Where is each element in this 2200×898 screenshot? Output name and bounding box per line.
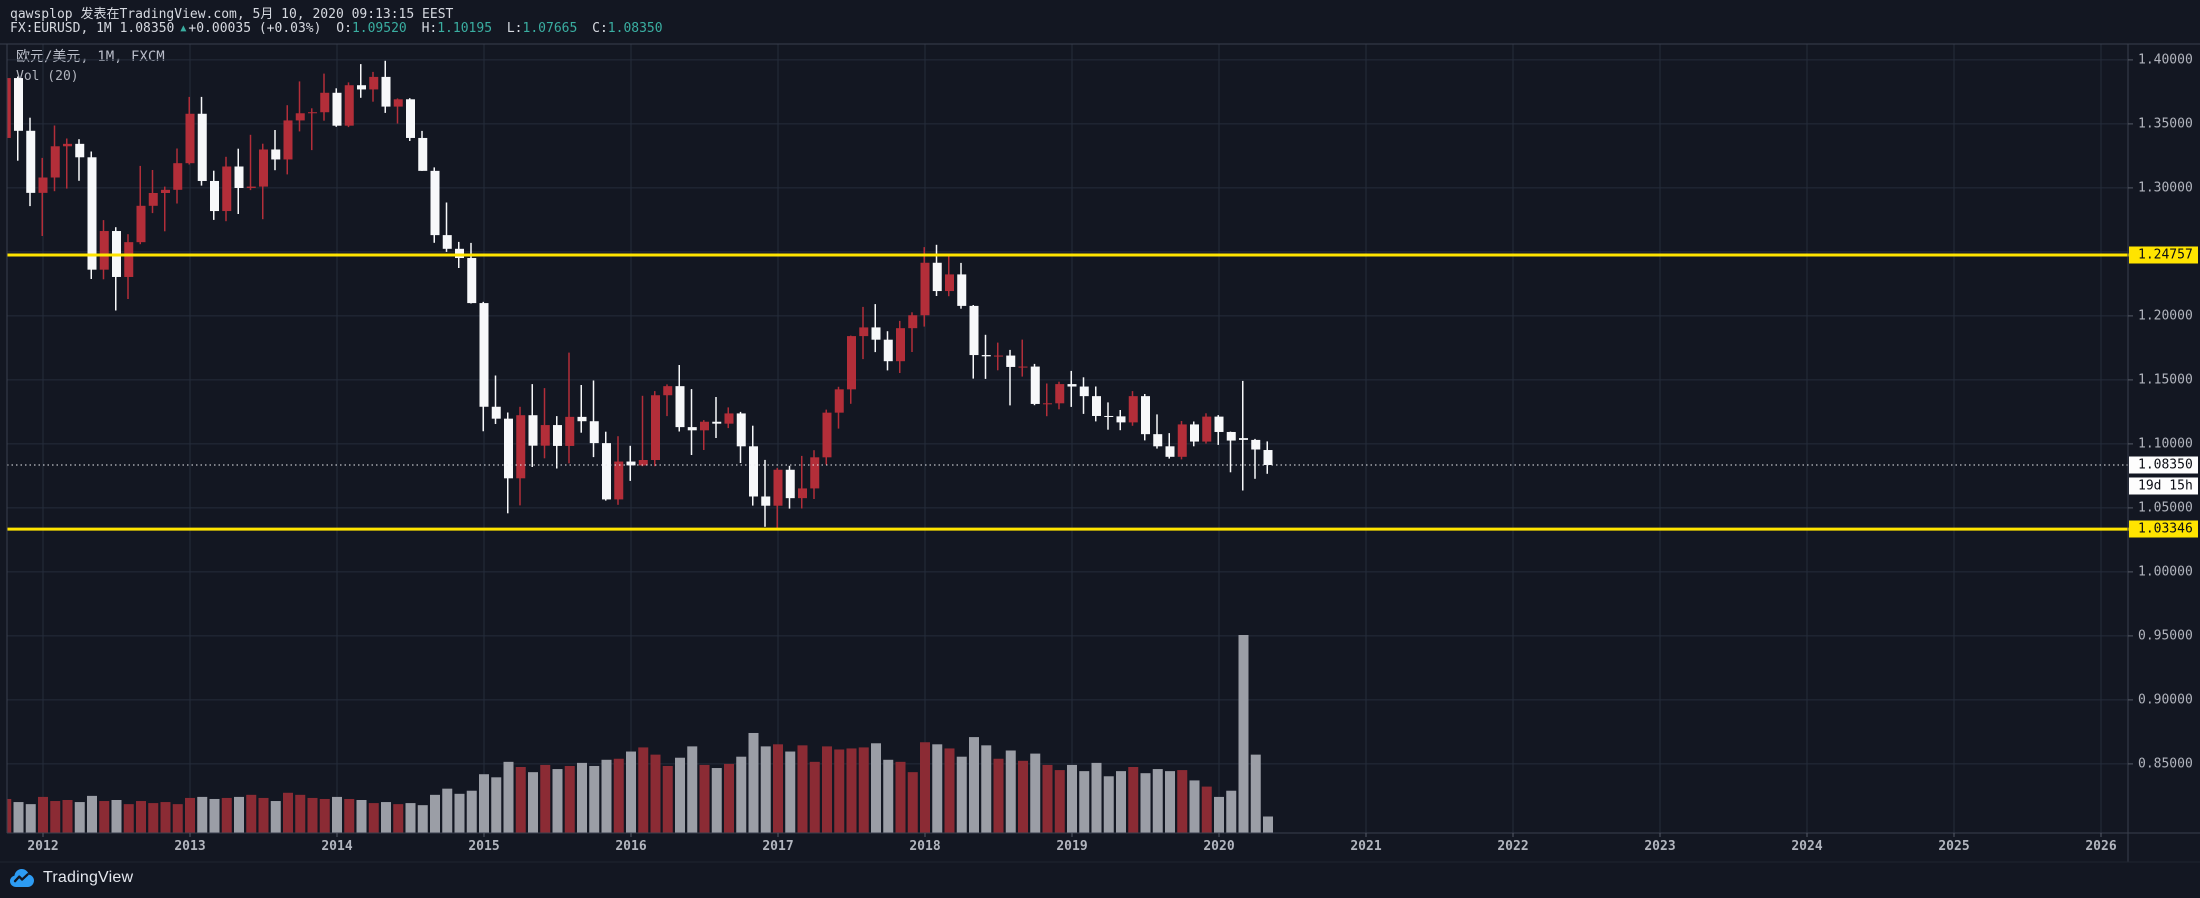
- year-tick-label: 2015: [468, 839, 500, 854]
- pane-borders: [0, 43, 2200, 863]
- price-change: +0.00035 (+0.03%): [188, 21, 322, 36]
- tradingview-brand-text: TradingView: [43, 869, 134, 886]
- year-tick-label: 2024: [1791, 839, 1823, 854]
- horizontal-line-drawings[interactable]: [7, 253, 2133, 531]
- year-tick-label: 2021: [1350, 839, 1382, 854]
- high-label: H:: [421, 21, 438, 36]
- low-value: 1.07665: [522, 21, 578, 36]
- byline-rest: 发表在TradingView.com, 5月 10, 2020 09:13:15…: [72, 7, 454, 22]
- current-price-label: 1.08350: [2129, 456, 2198, 474]
- year-tick-label: 2020: [1203, 839, 1235, 854]
- up-arrow-icon: ▲: [180, 23, 187, 34]
- time-axis[interactable]: 2012 2013 2014 2015 2016 2017 2018 2019 2020 2021…: [0, 833, 2200, 863]
- bar-countdown-label: 19d 15h: [2129, 477, 2198, 495]
- level-label-upper: 1.24757: [2129, 246, 2198, 264]
- price-tick-label: 0.90000: [2138, 692, 2193, 708]
- year-tick-label: 2018: [909, 839, 941, 854]
- price-tick-label: 1.05000: [2138, 500, 2193, 516]
- year-tick-label: 2013: [174, 839, 206, 854]
- grid: [7, 44, 2128, 833]
- level-label-lower: 1.03346: [2129, 520, 2198, 538]
- open-label: O:: [336, 21, 352, 36]
- high-value: 1.10195: [437, 21, 493, 36]
- price-axis[interactable]: 1.40000 1.35000 1.30000 1.20000 1.15000 1.100…: [2128, 0, 2200, 862]
- price-tick-label: 1.20000: [2138, 308, 2193, 324]
- year-tick-label: 2025: [1938, 839, 1970, 854]
- symbol-price-text: FX:EURUSD, 1M 1.08350: [10, 21, 175, 36]
- year-tick-label: 2014: [321, 839, 353, 854]
- price-tick-label: 1.10000: [2138, 436, 2193, 452]
- byline-user: qawsplop: [10, 7, 73, 22]
- close-label: C:: [592, 21, 608, 36]
- price-tick-label: 1.30000: [2138, 180, 2193, 196]
- low-label: L:: [506, 21, 523, 36]
- chart-legend: 欧元/美元, 1M, FXCM Vol (20): [16, 49, 165, 85]
- price-tick-label: 0.85000: [2138, 756, 2193, 772]
- price-tick-label: 1.35000: [2138, 116, 2193, 132]
- year-tick-label: 2019: [1056, 839, 1088, 854]
- price-tick-label: 1.00000: [2138, 564, 2193, 580]
- tradingview-logo-icon: [10, 869, 34, 887]
- volume-series[interactable]: [1, 635, 1273, 833]
- year-tick-label: 2023: [1644, 839, 1676, 854]
- symbol-info-bar: FX:EURUSD, 1M 1.08350 ▲ +0.00035 (+0.03%) …: [10, 21, 663, 36]
- year-tick-label: 2012: [27, 839, 59, 854]
- close-value: 1.08350: [607, 21, 663, 36]
- candles-series[interactable]: [2, 60, 1273, 529]
- year-tick-label: 2022: [1497, 839, 1529, 854]
- price-tick-label: 1.15000: [2138, 372, 2193, 388]
- year-tick-label: 2017: [762, 839, 794, 854]
- price-tick-label: 0.95000: [2138, 628, 2193, 644]
- legend-symbol-title[interactable]: 欧元/美元, 1M, FXCM: [16, 49, 165, 65]
- tradingview-branding[interactable]: TradingView: [8, 864, 133, 892]
- year-tick-label: 2026: [2085, 839, 2117, 854]
- open-value: 1.09520: [351, 21, 407, 36]
- year-tick-label: 2016: [615, 839, 647, 854]
- legend-volume-indicator[interactable]: Vol (20): [16, 69, 79, 84]
- price-tick-label: 1.40000: [2138, 52, 2193, 68]
- byline: qawsplop 发表在TradingView.com, 5月 10, 2020…: [10, 3, 453, 22]
